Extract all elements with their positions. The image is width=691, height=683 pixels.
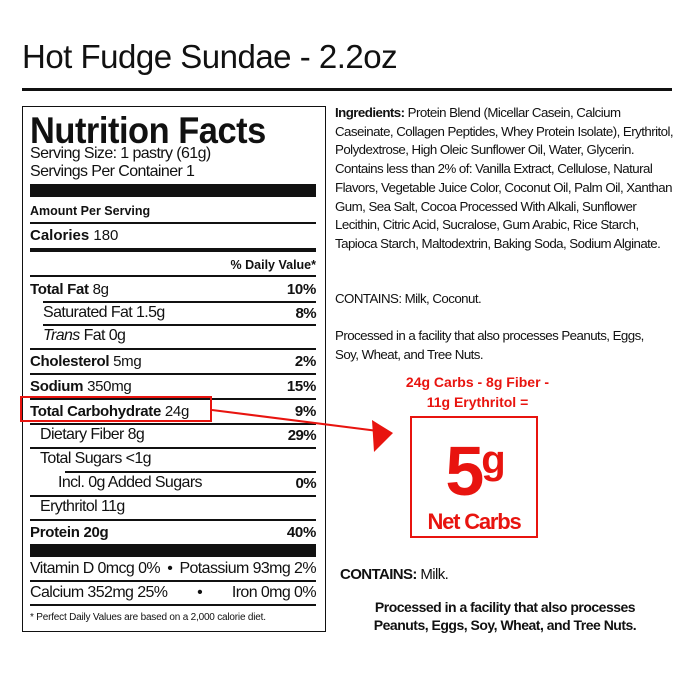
divider	[30, 275, 316, 277]
row-total-carbohydrate: Total Carbohydrate 24g 9%	[30, 402, 316, 420]
allergens-facility: Processed in a facility that also proces…	[340, 598, 670, 634]
divider	[30, 519, 316, 521]
divider	[30, 222, 316, 224]
daily-value-header: % Daily Value*	[230, 258, 316, 272]
net-carbs-box: 5g Net Carbs	[410, 416, 538, 538]
divider	[43, 301, 316, 303]
row-saturated-fat: Saturated Fat 1.5g 8%	[43, 304, 317, 322]
row-trans-fat: Trans Fat 0g	[43, 327, 126, 344]
calories-label: Calories	[30, 227, 90, 244]
divider	[30, 604, 316, 606]
medium-divider	[30, 248, 316, 252]
thick-divider	[30, 184, 316, 197]
allergens-contains: CONTAINS: Milk.	[340, 566, 449, 583]
product-title: Hot Fudge Sundae - 2.2oz	[22, 38, 398, 75]
divider	[30, 580, 316, 582]
divider	[30, 423, 316, 425]
formula-line-2: 11g Erythritol =	[426, 394, 529, 410]
servings-per-container: Servings Per Container 1	[30, 163, 195, 180]
net-carbs-label: Net Carbs	[427, 509, 521, 534]
formula-line-1: 24g Carbs - 8g Fiber -	[405, 374, 550, 390]
row-total-fat: Total Fat 8g 10%	[30, 280, 316, 298]
divider	[30, 348, 316, 350]
row-calcium-iron: Calcium 352mg 25% • Iron 0mg 0%	[30, 584, 317, 601]
contains-text: CONTAINS: Milk, Coconut.	[335, 291, 482, 306]
serving-size: Serving Size: 1 pastry (61g)	[30, 145, 211, 162]
divider	[30, 495, 316, 497]
ingredients-label: Ingredients:	[335, 105, 405, 120]
nutrition-facts-label: Nutrition Facts Serving Size: 1 pastry (…	[22, 106, 326, 632]
facility-line-2: Peanuts, Eggs, Soy, Wheat, and Tree Nuts…	[373, 617, 637, 633]
allergens-label: CONTAINS:	[340, 566, 417, 583]
row-sodium: Sodium 350mg 15%	[30, 377, 316, 395]
divider	[30, 398, 316, 400]
thick-divider	[30, 544, 316, 557]
calories: Calories 180	[30, 227, 316, 244]
amount-per-serving: Amount Per Serving	[30, 204, 151, 218]
ingredients-text: Protein Blend (Micellar Casein, Calcium …	[335, 105, 674, 251]
row-erythritol: Erythritol 11g	[40, 498, 125, 515]
row-cholesterol: Cholesterol 5mg 2%	[30, 352, 316, 370]
net-carbs-formula: 24g Carbs - 8g Fiber - 11g Erythritol =	[360, 372, 595, 412]
divider	[43, 324, 316, 326]
title-divider	[22, 88, 672, 91]
divider	[30, 447, 316, 449]
facility-text: Processed in a facility that also proces…	[335, 328, 644, 362]
divider	[65, 471, 316, 473]
calories-value: 180	[93, 227, 119, 244]
allergens-value: Milk.	[420, 566, 449, 583]
net-carbs-value: 5	[445, 432, 484, 510]
row-protein: Protein 20g 40%	[30, 523, 316, 541]
carbohydrate-highlight-box	[20, 396, 212, 422]
footnote: * Perfect Daily Values are based on a 2,…	[30, 612, 266, 623]
row-vitamin-d-potassium: Vitamin D 0mcg 0% • Potassium 93mg 2%	[30, 560, 317, 577]
nutrition-facts-heading: Nutrition Facts	[30, 110, 266, 151]
net-carbs-unit: g	[481, 438, 506, 482]
facility-line-1: Processed in a facility that also proces…	[374, 599, 636, 615]
divider	[30, 373, 316, 375]
row-total-sugars: Total Sugars <1g	[40, 450, 152, 467]
row-dietary-fiber: Dietary Fiber 8g 29%	[40, 426, 317, 444]
row-added-sugars: Incl. 0g Added Sugars 0%	[58, 474, 317, 492]
ingredients: Ingredients: Protein Blend (Micellar Cas…	[335, 104, 675, 254]
